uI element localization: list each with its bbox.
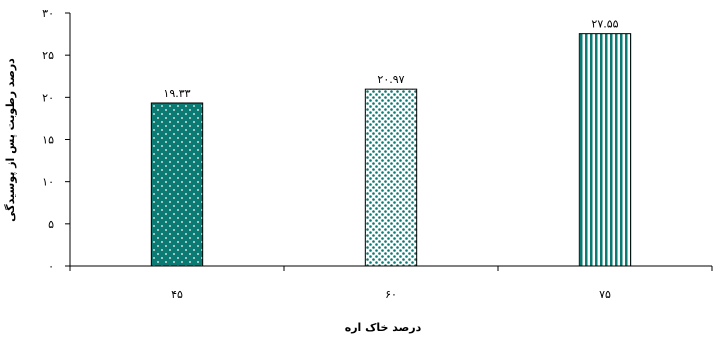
y-tick-label: ۲۰ [42, 91, 54, 104]
y-tick-label: ۰ [48, 260, 54, 273]
y-tick-label: ۵ [48, 218, 54, 231]
x-tick-label: ۷۵ [599, 288, 611, 301]
bar [364, 88, 418, 267]
x-tick-label: ۶۰ [385, 288, 397, 301]
bar [578, 33, 632, 267]
x-axis-title: درصد خاک اره [345, 321, 422, 334]
y-tick-label: ۲۵ [42, 49, 54, 62]
data-label: ۱۹.۳۳ [163, 87, 190, 100]
x-tick-label: ۴۵ [171, 288, 183, 301]
data-label: ۲۷.۵۵ [591, 18, 618, 31]
y-axis: ۰ ۵ ۱۰ ۱۵ ۲۰ ۲۵ ۳۰ [42, 7, 71, 273]
x-ticks: ۴۵ ۶۰ ۷۵ [69, 266, 713, 301]
data-labels: ۱۹.۳۳ ۲۰.۹۷ ۲۷.۵۵ [163, 18, 618, 100]
y-ticks: ۰ ۵ ۱۰ ۱۵ ۲۰ ۲۵ ۳۰ [42, 7, 70, 273]
y-axis-title: درصد رطوبت پس از پوسیدگی [4, 58, 17, 222]
y-tick-label: ۱۵ [42, 134, 54, 147]
y-tick-label: ۱۰ [42, 176, 54, 189]
data-label: ۲۰.۹۷ [377, 73, 404, 86]
bars [150, 33, 632, 267]
bar [150, 102, 204, 267]
y-tick-label: ۳۰ [42, 7, 54, 20]
x-axis: ۴۵ ۶۰ ۷۵ [69, 265, 713, 301]
